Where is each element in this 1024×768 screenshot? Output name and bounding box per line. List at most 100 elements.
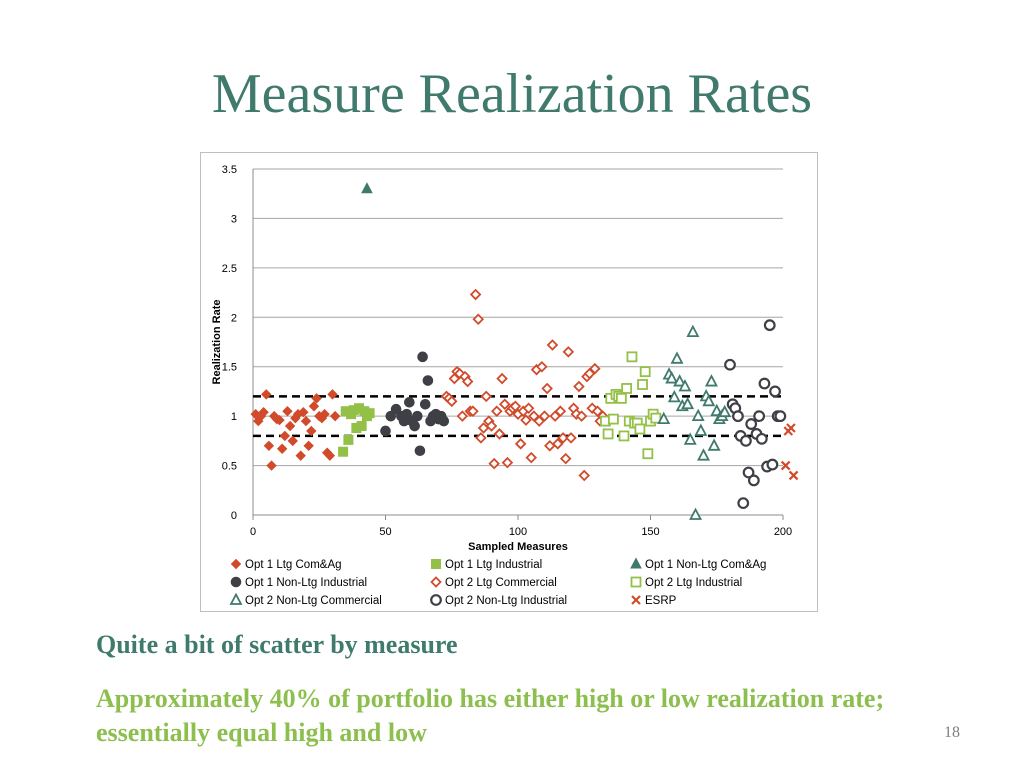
- data-point: [361, 182, 373, 194]
- data-point: [551, 438, 564, 450]
- data-point: [615, 392, 627, 404]
- data-point: [308, 401, 320, 412]
- data-point: [520, 414, 532, 426]
- data-point: [766, 458, 779, 471]
- legend-marker: [630, 557, 642, 569]
- data-point: [718, 404, 732, 418]
- data-point: [422, 375, 434, 386]
- data-point: [472, 313, 485, 326]
- data-point: [707, 438, 721, 451]
- data-point: [329, 410, 341, 422]
- data-point: [639, 366, 651, 378]
- data-point: [702, 393, 716, 407]
- legend-marker: [230, 576, 242, 588]
- data-point: [673, 374, 687, 387]
- data-point: [438, 415, 450, 427]
- data-point: [469, 288, 482, 301]
- data-point: [578, 469, 591, 482]
- data-point: [456, 410, 469, 422]
- data-point: [562, 346, 575, 358]
- data-point: [557, 432, 569, 444]
- x-tick-label: 150: [641, 526, 659, 538]
- data-point: [546, 339, 559, 351]
- data-point: [343, 434, 354, 445]
- data-point: [493, 428, 506, 440]
- data-point: [414, 445, 426, 457]
- data-point: [491, 405, 503, 417]
- data-point: [412, 410, 423, 422]
- data-point: [589, 362, 601, 375]
- data-point: [780, 460, 791, 471]
- data-point: [642, 448, 654, 460]
- y-tick-label: 3.5: [222, 164, 237, 176]
- legend-marker: [431, 559, 441, 569]
- data-point: [338, 446, 349, 457]
- data-point: [536, 360, 548, 373]
- data-point: [311, 393, 322, 404]
- y-tick-label: 1: [231, 411, 237, 423]
- data-point: [737, 497, 750, 510]
- data-point: [559, 452, 572, 465]
- data-point: [356, 421, 367, 432]
- data-point: [573, 380, 585, 393]
- data-point: [324, 450, 336, 461]
- data-point: [258, 406, 269, 418]
- x-axis-title: Sampled Measures: [468, 541, 568, 553]
- data-point: [282, 405, 293, 417]
- data-point: [774, 410, 787, 423]
- legend-marker: [230, 558, 242, 570]
- data-point: [575, 410, 588, 422]
- data-point: [689, 507, 703, 520]
- data-point: [417, 351, 428, 363]
- data-point: [279, 430, 291, 442]
- y-tick-label: 2: [231, 312, 237, 324]
- x-tick-label: 50: [379, 526, 391, 538]
- data-point: [525, 451, 538, 464]
- data-point: [284, 420, 296, 432]
- data-point: [618, 430, 630, 442]
- data-point: [626, 351, 638, 363]
- data-point: [755, 432, 768, 445]
- data-point: [488, 457, 500, 470]
- x-tick-label: 0: [250, 526, 256, 538]
- data-point: [686, 324, 700, 338]
- data-point: [694, 423, 708, 436]
- data-point: [753, 410, 766, 423]
- data-point: [266, 460, 277, 471]
- data-point: [544, 440, 556, 452]
- scatter-chart: 0 0.5 1 1.5 2 2.5 3 3.5 0 50 100 150 200 Sampled Meas…: [211, 164, 799, 607]
- legend-label: Opt 2 Non-Ltg Commercial: [245, 595, 382, 607]
- legend-label: Opt 2 Ltg Industrial: [645, 577, 742, 589]
- data-point: [419, 398, 431, 410]
- data-point: [621, 383, 633, 394]
- legend-marker: [630, 576, 642, 588]
- data-point: [509, 400, 522, 413]
- legend-marker: [631, 595, 641, 605]
- data-point: [496, 372, 508, 385]
- data-point: [650, 412, 662, 424]
- legend-label: Opt 1 Non-Ltg Com&Ag: [645, 559, 766, 571]
- data-point: [485, 420, 498, 432]
- bullet-portfolio: Approximately 40% of portfolio has eithe…: [96, 684, 885, 747]
- legend-label: Opt 2 Ltg Commercial: [445, 577, 557, 589]
- legend-label: Opt 1 Ltg Industrial: [445, 559, 542, 571]
- y-tick-label: 0: [231, 510, 237, 522]
- y-tick-label: 1.5: [222, 362, 237, 374]
- data-point: [380, 425, 391, 437]
- data-point: [704, 374, 718, 387]
- data-point: [409, 420, 420, 432]
- data-point: [670, 351, 684, 364]
- data-point: [327, 389, 338, 400]
- data-point: [501, 456, 514, 469]
- data-point: [404, 397, 415, 408]
- legend-label: Opt 1 Ltg Com&Ag: [245, 559, 342, 571]
- data-point: [287, 435, 298, 447]
- slide-title: Measure Realization Rates: [211, 63, 813, 125]
- legend-marker: [430, 576, 442, 588]
- data-point: [678, 379, 692, 392]
- y-tick-label: 3: [231, 213, 237, 225]
- data-point: [475, 432, 487, 444]
- data-point: [390, 403, 402, 415]
- data-point: [697, 448, 710, 461]
- data-point: [683, 432, 697, 445]
